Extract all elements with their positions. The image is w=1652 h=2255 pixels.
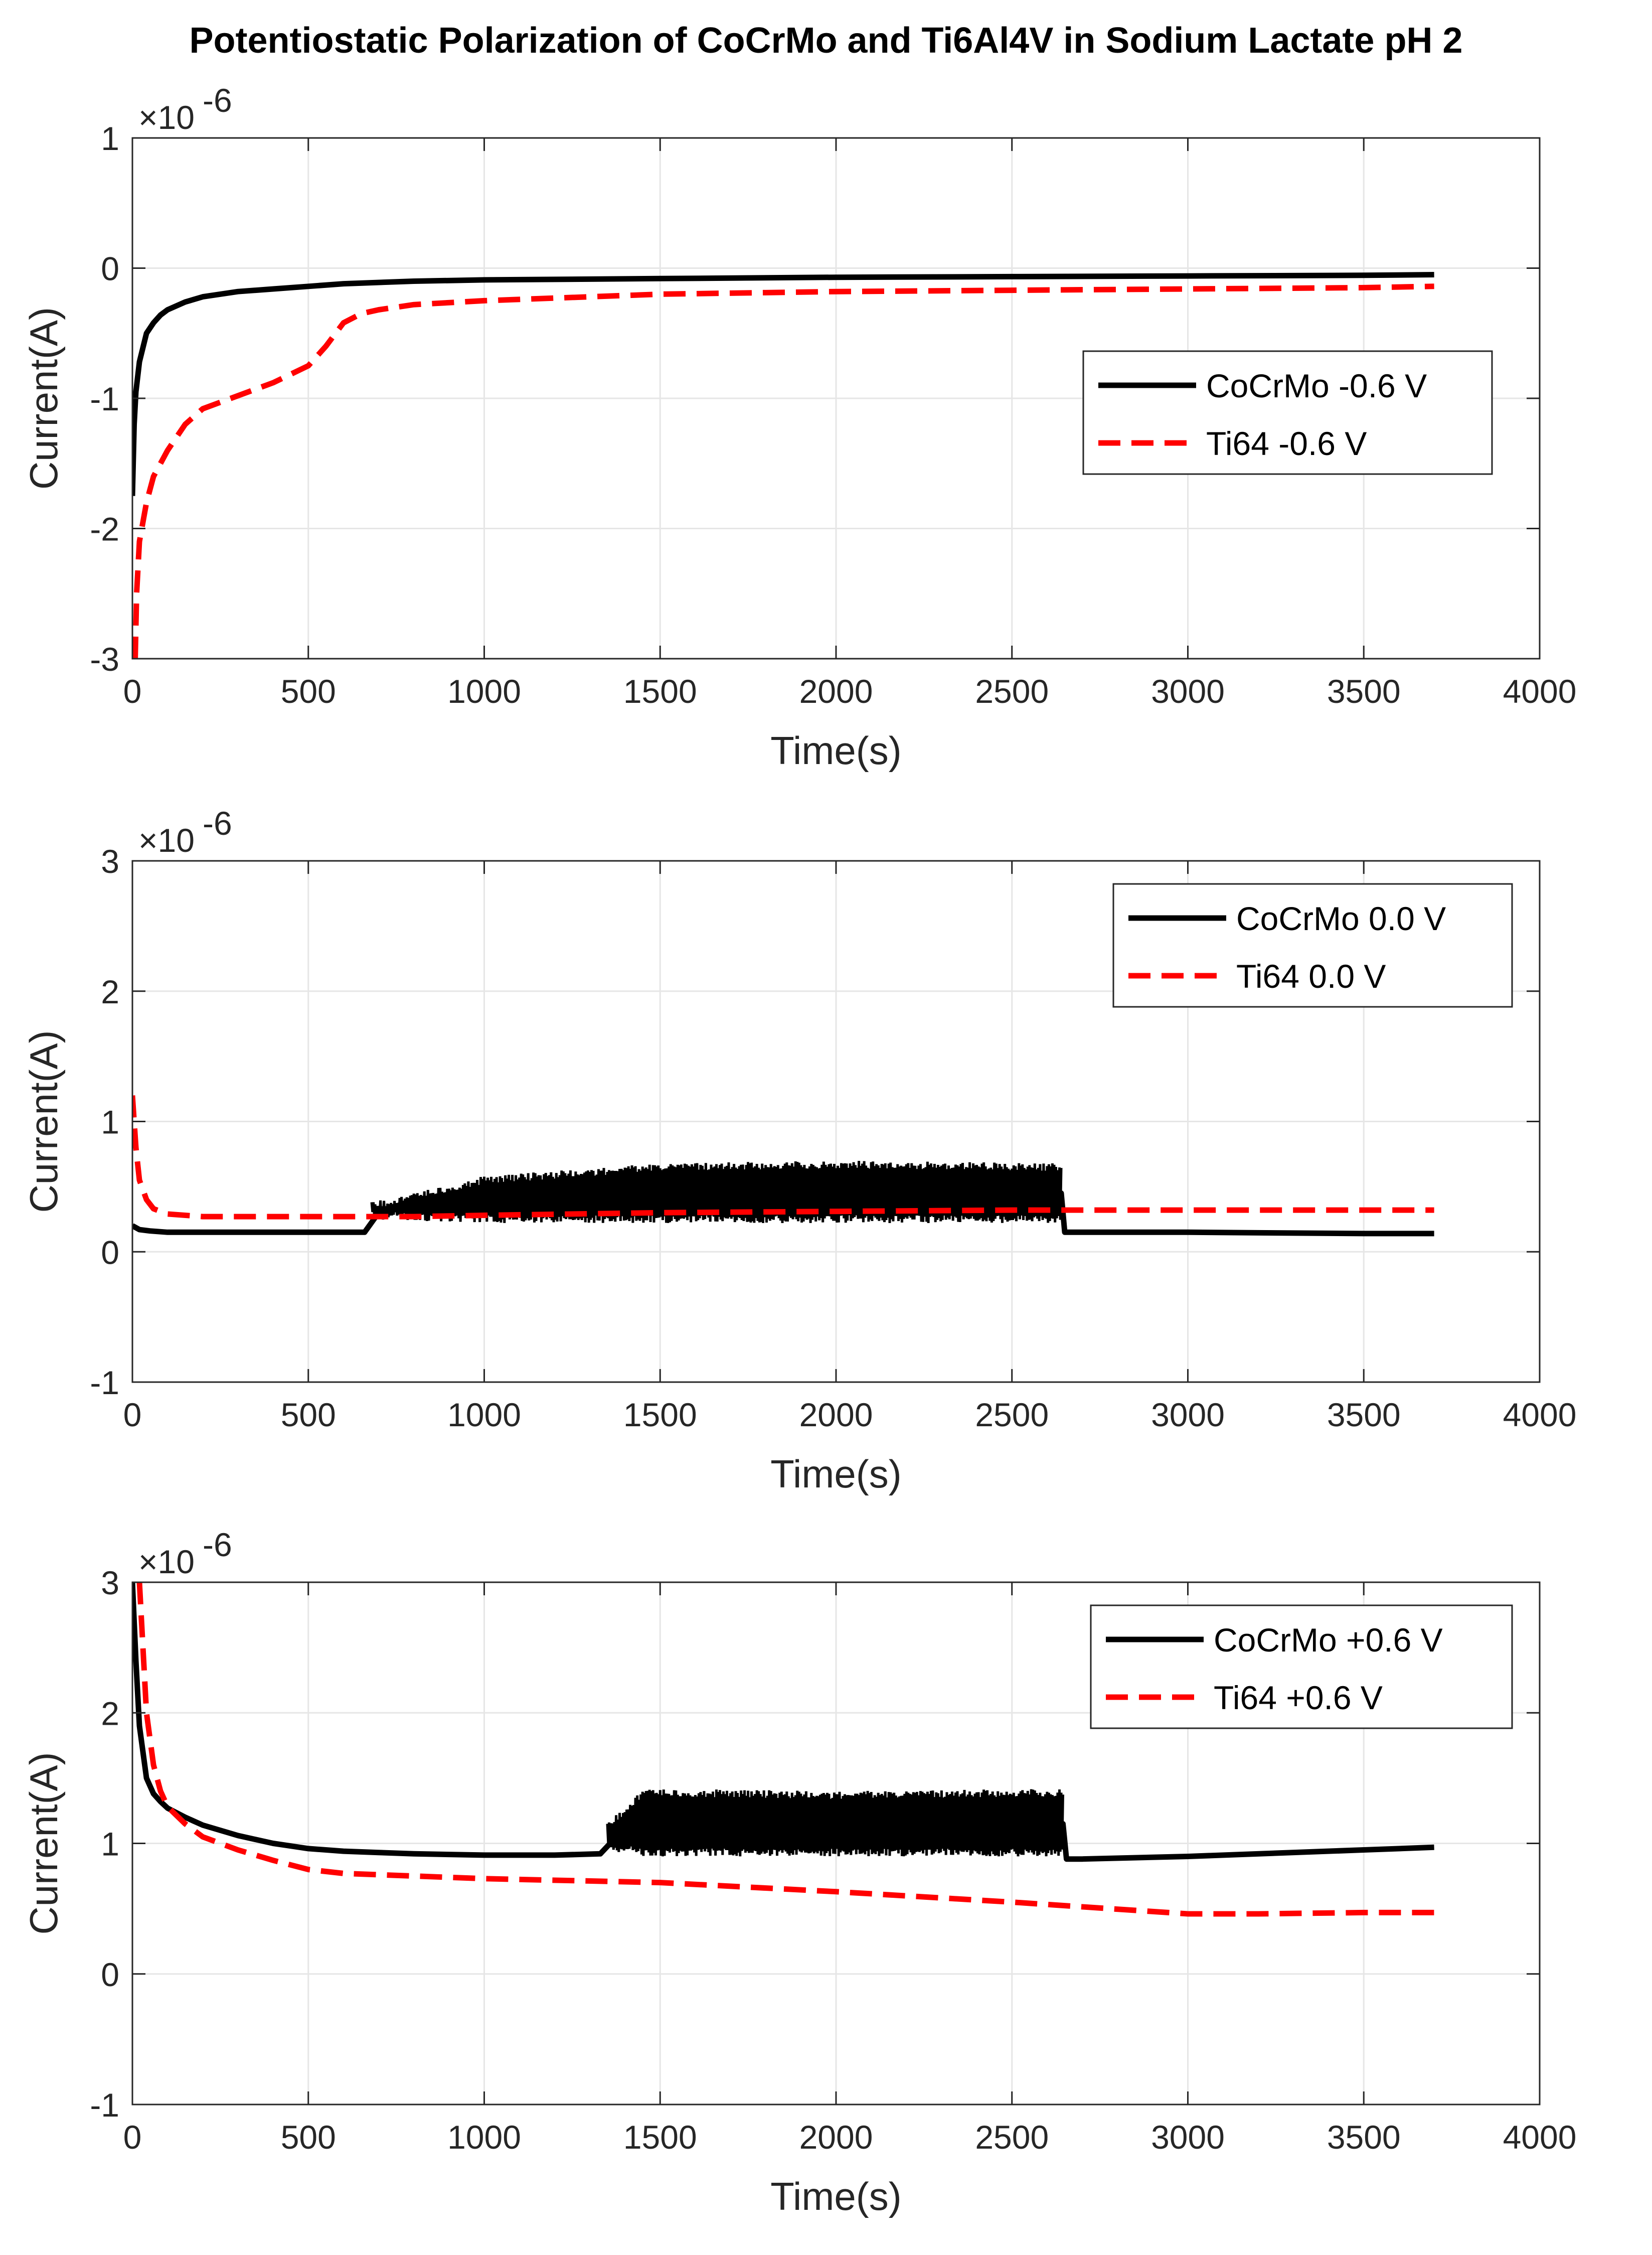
y-tick-label: 0 xyxy=(101,1956,119,1993)
x-tick-label: 3000 xyxy=(1151,673,1225,710)
series-ti64 xyxy=(132,1095,1434,1220)
x-tick-label: 1000 xyxy=(447,2119,521,2156)
y-axis-label: Current(A) xyxy=(22,1752,66,1934)
x-tick-label: 2000 xyxy=(799,1396,873,1433)
x-tick-label: 2500 xyxy=(975,1396,1049,1433)
y-tick-label: 2 xyxy=(101,973,119,1010)
legend-label: CoCrMo +0.6 V xyxy=(1214,1621,1443,1659)
x-axis-label: Time(s) xyxy=(770,2174,901,2218)
x-tick-label: 500 xyxy=(281,2119,336,2156)
exponent-power: -6 xyxy=(203,1526,232,1563)
y-tick-label: 1 xyxy=(101,1826,119,1863)
exponent-label: ×10 xyxy=(138,99,195,136)
x-tick-label: 4000 xyxy=(1503,673,1577,710)
y-tick-label: -1 xyxy=(90,2086,119,2124)
x-tick-label: 1000 xyxy=(447,673,521,710)
exponent-power: -6 xyxy=(203,82,232,119)
chart-panel-bottom: 0 500 1000 1500 2000 2500 3000 3500 4000-10123×1… xyxy=(22,1526,1576,2218)
y-axis-label: Current(A) xyxy=(22,307,66,490)
x-tick-label: 3500 xyxy=(1327,673,1401,710)
x-tick-label: 3500 xyxy=(1327,2119,1401,2156)
y-axis-label: Current(A) xyxy=(22,1030,66,1213)
figure-title: Potentiostatic Polarization of CoCrMo an… xyxy=(189,21,1463,61)
x-tick-label: 500 xyxy=(281,1396,336,1433)
x-tick-label: 0 xyxy=(123,2119,142,2156)
series-cocrmo xyxy=(132,1582,1434,1862)
legend-box xyxy=(1112,883,1513,1008)
series-ti64 xyxy=(136,1582,1434,1917)
legend-box xyxy=(1090,1604,1513,1729)
chart-panel-top: 0 500 1000 1500 2000 2500 3000 3500 4000 -3 -2 -1 0 1… xyxy=(22,82,1576,773)
series-cocrmo xyxy=(132,272,1434,496)
x-tick-label: 2500 xyxy=(975,2119,1049,2156)
legend-label: Ti64 0.0 V xyxy=(1236,958,1386,995)
y-tick-label: -3 xyxy=(90,641,119,678)
plot-area xyxy=(132,1582,1434,1917)
series-line xyxy=(132,1095,1434,1220)
x-tick-label: 4000 xyxy=(1503,1396,1577,1433)
oscillation-band xyxy=(370,1161,1063,1224)
chart-panel-middle: 0 500 1000 1500 2000 2500 3000 3500 4000-10123×1… xyxy=(22,805,1576,1496)
series-line xyxy=(132,272,1434,496)
x-tick-label: 500 xyxy=(281,673,336,710)
legend: CoCrMo 0.0 V Ti64 0.0 V xyxy=(1112,883,1513,1008)
y-tick-label: -2 xyxy=(90,511,119,548)
y-tick-label: 1 xyxy=(101,1104,119,1141)
y-tick-label: 3 xyxy=(101,843,119,880)
y-tick-label: -1 xyxy=(90,1364,119,1401)
y-tick-label: 3 xyxy=(101,1564,119,1601)
legend: CoCrMo +0.6 V Ti64 +0.6 V xyxy=(1090,1604,1513,1729)
y-tick-label: 2 xyxy=(101,1695,119,1732)
x-tick-label: 3000 xyxy=(1151,1396,1225,1433)
exponent-label: ×10 xyxy=(138,822,195,859)
y-tick-label: 0 xyxy=(101,250,119,287)
x-tick-label: 1500 xyxy=(623,673,697,710)
x-tick-label: 2000 xyxy=(799,2119,873,2156)
x-axis-label: Time(s) xyxy=(770,1452,901,1496)
legend-label: Ti64 +0.6 V xyxy=(1214,1679,1383,1716)
plot-area xyxy=(132,272,1434,659)
legend-label: CoCrMo 0.0 V xyxy=(1236,900,1446,937)
series-line xyxy=(132,283,1434,659)
x-tick-label: 1000 xyxy=(447,1396,521,1433)
x-tick-label: 4000 xyxy=(1503,2119,1577,2156)
plot-area xyxy=(132,1095,1434,1237)
oscillation-band xyxy=(606,1789,1064,1857)
series-line xyxy=(132,1582,1434,1862)
x-axis-label: Time(s) xyxy=(770,728,901,773)
y-tick-label: 1 xyxy=(101,120,119,157)
exponent-label: ×10 xyxy=(138,1543,195,1580)
legend-box xyxy=(1082,350,1493,475)
legend: CoCrMo -0.6 V Ti64 -0.6 V xyxy=(1082,350,1493,475)
x-tick-label: 1500 xyxy=(623,2119,697,2156)
exponent-power: -6 xyxy=(203,805,232,842)
series-line xyxy=(136,1582,1434,1917)
x-tick-label: 3000 xyxy=(1151,2119,1225,2156)
series-line xyxy=(132,1190,1434,1237)
x-tick-label: 2500 xyxy=(975,673,1049,710)
x-tick-label: 2000 xyxy=(799,673,873,710)
x-tick-label: 0 xyxy=(123,673,142,710)
legend-label: Ti64 -0.6 V xyxy=(1206,425,1367,462)
y-tick-label: -1 xyxy=(90,380,119,417)
series-cocrmo xyxy=(132,1161,1434,1237)
x-tick-label: 1500 xyxy=(623,1396,697,1433)
y-tick-label: 0 xyxy=(101,1234,119,1271)
x-tick-label: 3500 xyxy=(1327,1396,1401,1433)
x-tick-label: 0 xyxy=(123,1396,142,1433)
series-ti64 xyxy=(132,283,1434,659)
legend-label: CoCrMo -0.6 V xyxy=(1206,367,1427,404)
